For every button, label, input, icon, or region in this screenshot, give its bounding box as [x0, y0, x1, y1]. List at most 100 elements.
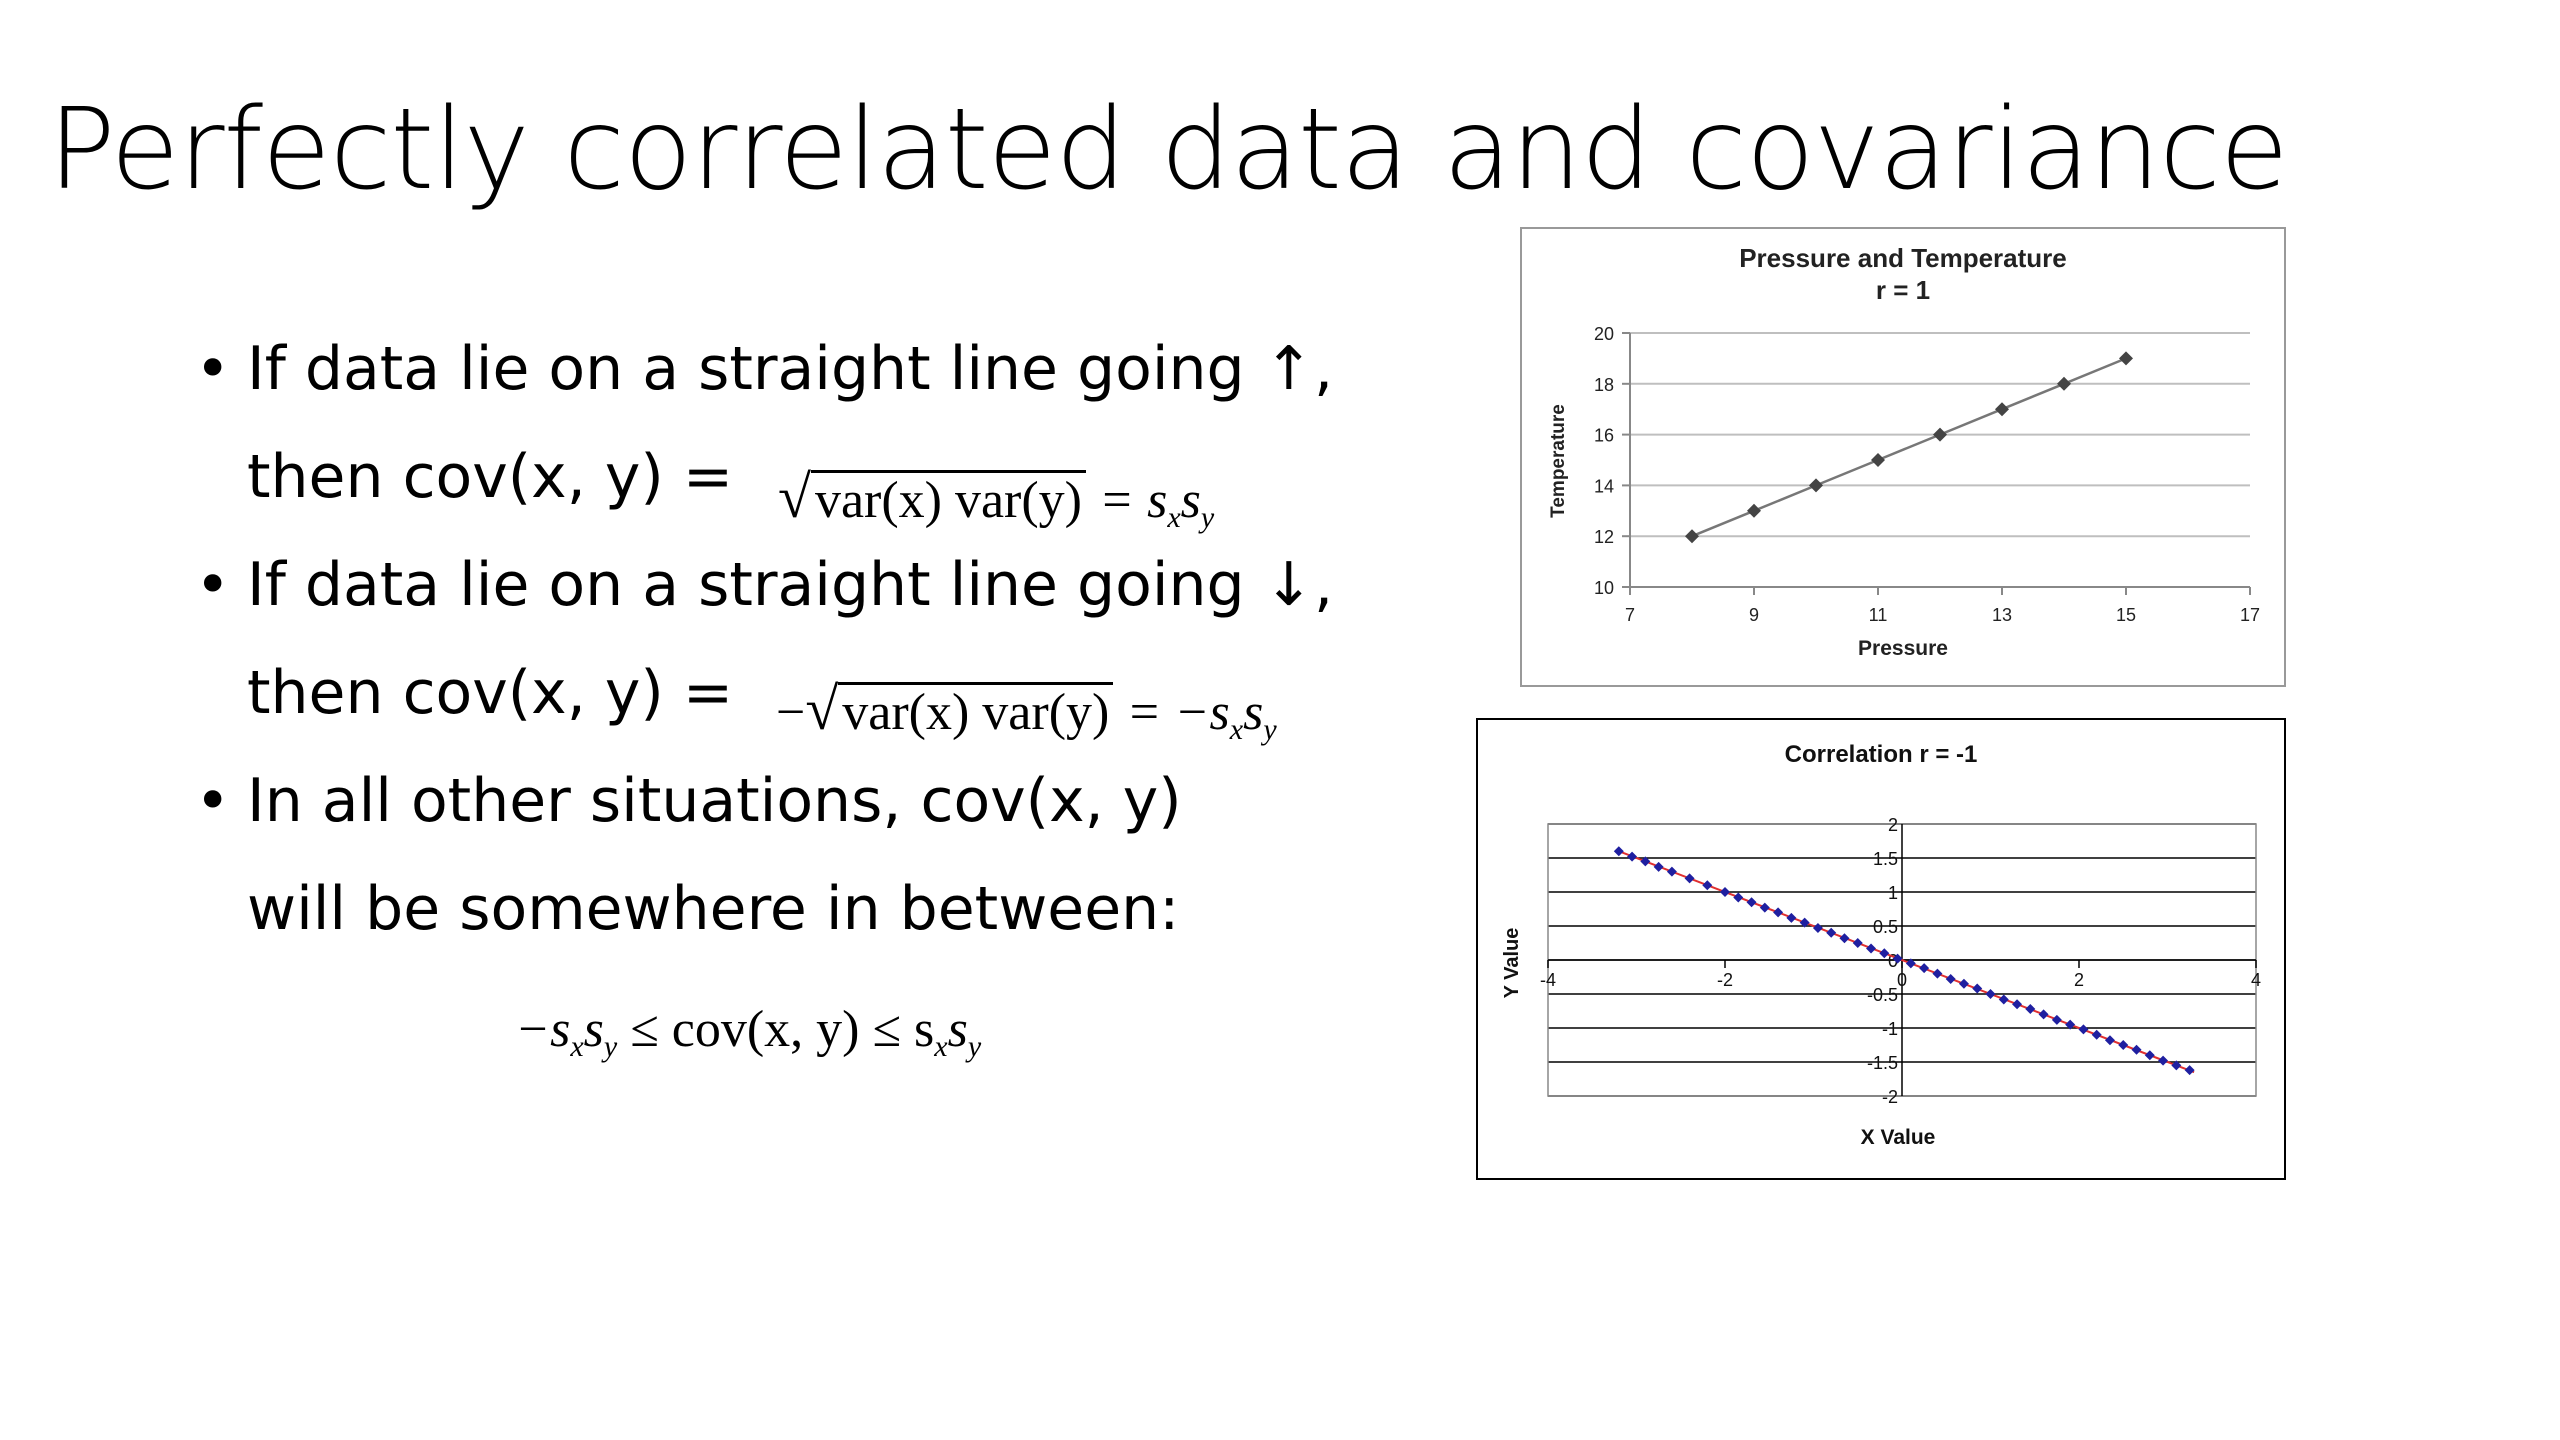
chart2-xtick-label: 2 — [2074, 970, 2084, 990]
chart2-point — [1826, 927, 1837, 938]
bullet-text: then cov(x, y) = — [247, 658, 734, 728]
chart1-xtick-label: 7 — [1625, 605, 1635, 625]
bullet-2-line-2: then cov(x, y) = — [195, 639, 1333, 747]
chart2-point — [1613, 846, 1624, 857]
chart2-ytick-label: -1.5 — [1867, 1053, 1898, 1073]
chart2-point — [1786, 912, 1797, 923]
chart2-ytick-label: -1 — [1882, 1019, 1898, 1039]
sqrt-radicand: var(x) var(y) — [810, 470, 1086, 529]
chart2-xtick-label: -4 — [1540, 970, 1556, 990]
bullet-dot: • — [195, 766, 231, 836]
chart1-ytick-label: 12 — [1594, 527, 1614, 547]
slide-title: Perfectly correlated data and covariance — [48, 85, 2289, 215]
subscript-y: y — [967, 1030, 982, 1063]
chart2-title: Correlation r = -1 — [1785, 741, 1978, 768]
chart2-point — [2065, 1019, 2076, 1030]
bullet-2-line-1: • If data lie on a straight line going ↓, — [195, 531, 1333, 639]
chart2-point — [1972, 983, 1983, 994]
chart2-svg: Correlation r = -1 X Value Y Value 2 1.5 1… — [1501, 741, 2261, 1149]
bullet-1-line-1: • If data lie on a straight line going ↑, — [195, 315, 1333, 423]
chart1-ytick-label: 20 — [1594, 324, 1614, 344]
chart2-point — [2171, 1060, 2182, 1071]
symbol-s: s — [583, 1001, 604, 1058]
sqrt-symbol: √ — [778, 464, 811, 530]
subscript-y: y — [1200, 501, 1215, 534]
chart2-point — [2012, 999, 2023, 1010]
chart2-point — [2078, 1024, 2089, 1035]
chart1-point — [1995, 402, 2009, 417]
chart2-point — [1879, 948, 1890, 959]
chart2-point — [1627, 851, 1638, 862]
formula-cov-positive: √var(x) var(y) = sxsy — [778, 463, 1214, 535]
chart2-point — [2104, 1035, 2115, 1046]
bullet-dot: • — [195, 550, 231, 620]
chart2-point — [1892, 953, 1903, 964]
chart1-point — [2119, 351, 2133, 366]
chart1-xtick-label: 15 — [2116, 605, 2136, 625]
bullet-text: then cov(x, y) = — [247, 442, 734, 512]
chart2-point — [1839, 933, 1850, 944]
chart2-point — [1759, 902, 1770, 913]
chart1-xtick-label: 11 — [1869, 605, 1888, 625]
chart2-ytick-label: 1.5 — [1873, 849, 1898, 869]
bullet-1-line-2: then cov(x, y) = — [195, 423, 1333, 531]
chart1-point — [1871, 453, 1885, 467]
chart2-point — [1720, 887, 1730, 897]
chart2-point — [1799, 917, 1810, 928]
subscript-y: y — [603, 1030, 618, 1063]
chart2-point — [2144, 1050, 2155, 1061]
chart1-series-line — [1691, 357, 2127, 538]
chart1-xtick-label: 13 — [1992, 605, 2012, 625]
chart2-point — [1945, 974, 1956, 985]
chart2-point — [1733, 892, 1744, 903]
formula-rhs: = s — [1099, 472, 1168, 529]
chart-correlation-negative: Correlation r = -1 X Value Y Value 2 1.5 1… — [1476, 718, 2286, 1180]
chart2-point — [2091, 1029, 2102, 1040]
chart1-ytick-label: 10 — [1594, 578, 1614, 598]
chart2-point — [2038, 1009, 2049, 1020]
subscript-x: x — [570, 1030, 584, 1063]
chart1-svg: Pressure and Temperature r = 1 Pressure … — [1548, 243, 2260, 660]
chart2-point — [1640, 856, 1651, 867]
chart1-ytick-label: 16 — [1594, 426, 1614, 446]
formula-rhs: = −s — [1126, 684, 1230, 741]
chart1-point — [1809, 478, 1823, 493]
chart2-point — [1653, 861, 1664, 872]
bullet-text: will be somewhere in between: — [247, 874, 1180, 944]
sqrt-radicand: var(x) var(y) — [838, 682, 1114, 741]
bullet-text: If data lie on a straight line going ↓, — [247, 550, 1334, 620]
subscript-x: x — [1229, 713, 1244, 746]
bullet-text: If data lie on a straight line going ↑, — [247, 334, 1334, 404]
chart2-point — [1684, 873, 1695, 884]
chart2-point — [2131, 1044, 2142, 1055]
chart2-point — [1812, 923, 1823, 934]
chart2-point — [1746, 897, 1757, 908]
chart-pressure-temperature: Pressure and Temperature r = 1 Pressure … — [1520, 227, 2286, 687]
chart1-ytick-label: 14 — [1594, 476, 1614, 496]
minus-sign: − — [776, 684, 806, 741]
chart2-point — [1905, 958, 1916, 969]
chart2-point — [1985, 989, 1996, 999]
chart2-point — [2184, 1065, 2195, 1076]
chart2-ytick-label: -2 — [1882, 1087, 1898, 1107]
symbol-s: s — [1243, 684, 1264, 741]
chart1-subtitle: r = 1 — [1876, 275, 1930, 305]
chart2-ytick-label: 0 — [1888, 951, 1898, 971]
chart2-xlabel: X Value — [1861, 1126, 1936, 1149]
chart2-ytick-label: 1 — [1888, 883, 1898, 903]
chart2-point — [1702, 880, 1713, 891]
chart1-xlabel: Pressure — [1858, 637, 1948, 660]
chart2-point — [1773, 907, 1784, 918]
chart2-ylabel: Y Value — [1501, 928, 1523, 999]
formula-cov-negative: −√var(x) var(y) = −sxsy — [776, 675, 1277, 747]
chart2-point — [1666, 866, 1677, 877]
chart2-point — [1919, 963, 1930, 974]
chart2-ytick-label: 2 — [1888, 815, 1898, 835]
chart2-point — [2051, 1014, 2062, 1025]
bullet-3-line-2: will be somewhere in between: — [195, 855, 1333, 963]
chart2-xtick-label: -2 — [1717, 970, 1733, 990]
chart2-point — [1932, 968, 1943, 979]
subscript-x: x — [1167, 501, 1181, 534]
chart2-point — [1866, 943, 1877, 954]
chart2-point — [2158, 1055, 2169, 1066]
